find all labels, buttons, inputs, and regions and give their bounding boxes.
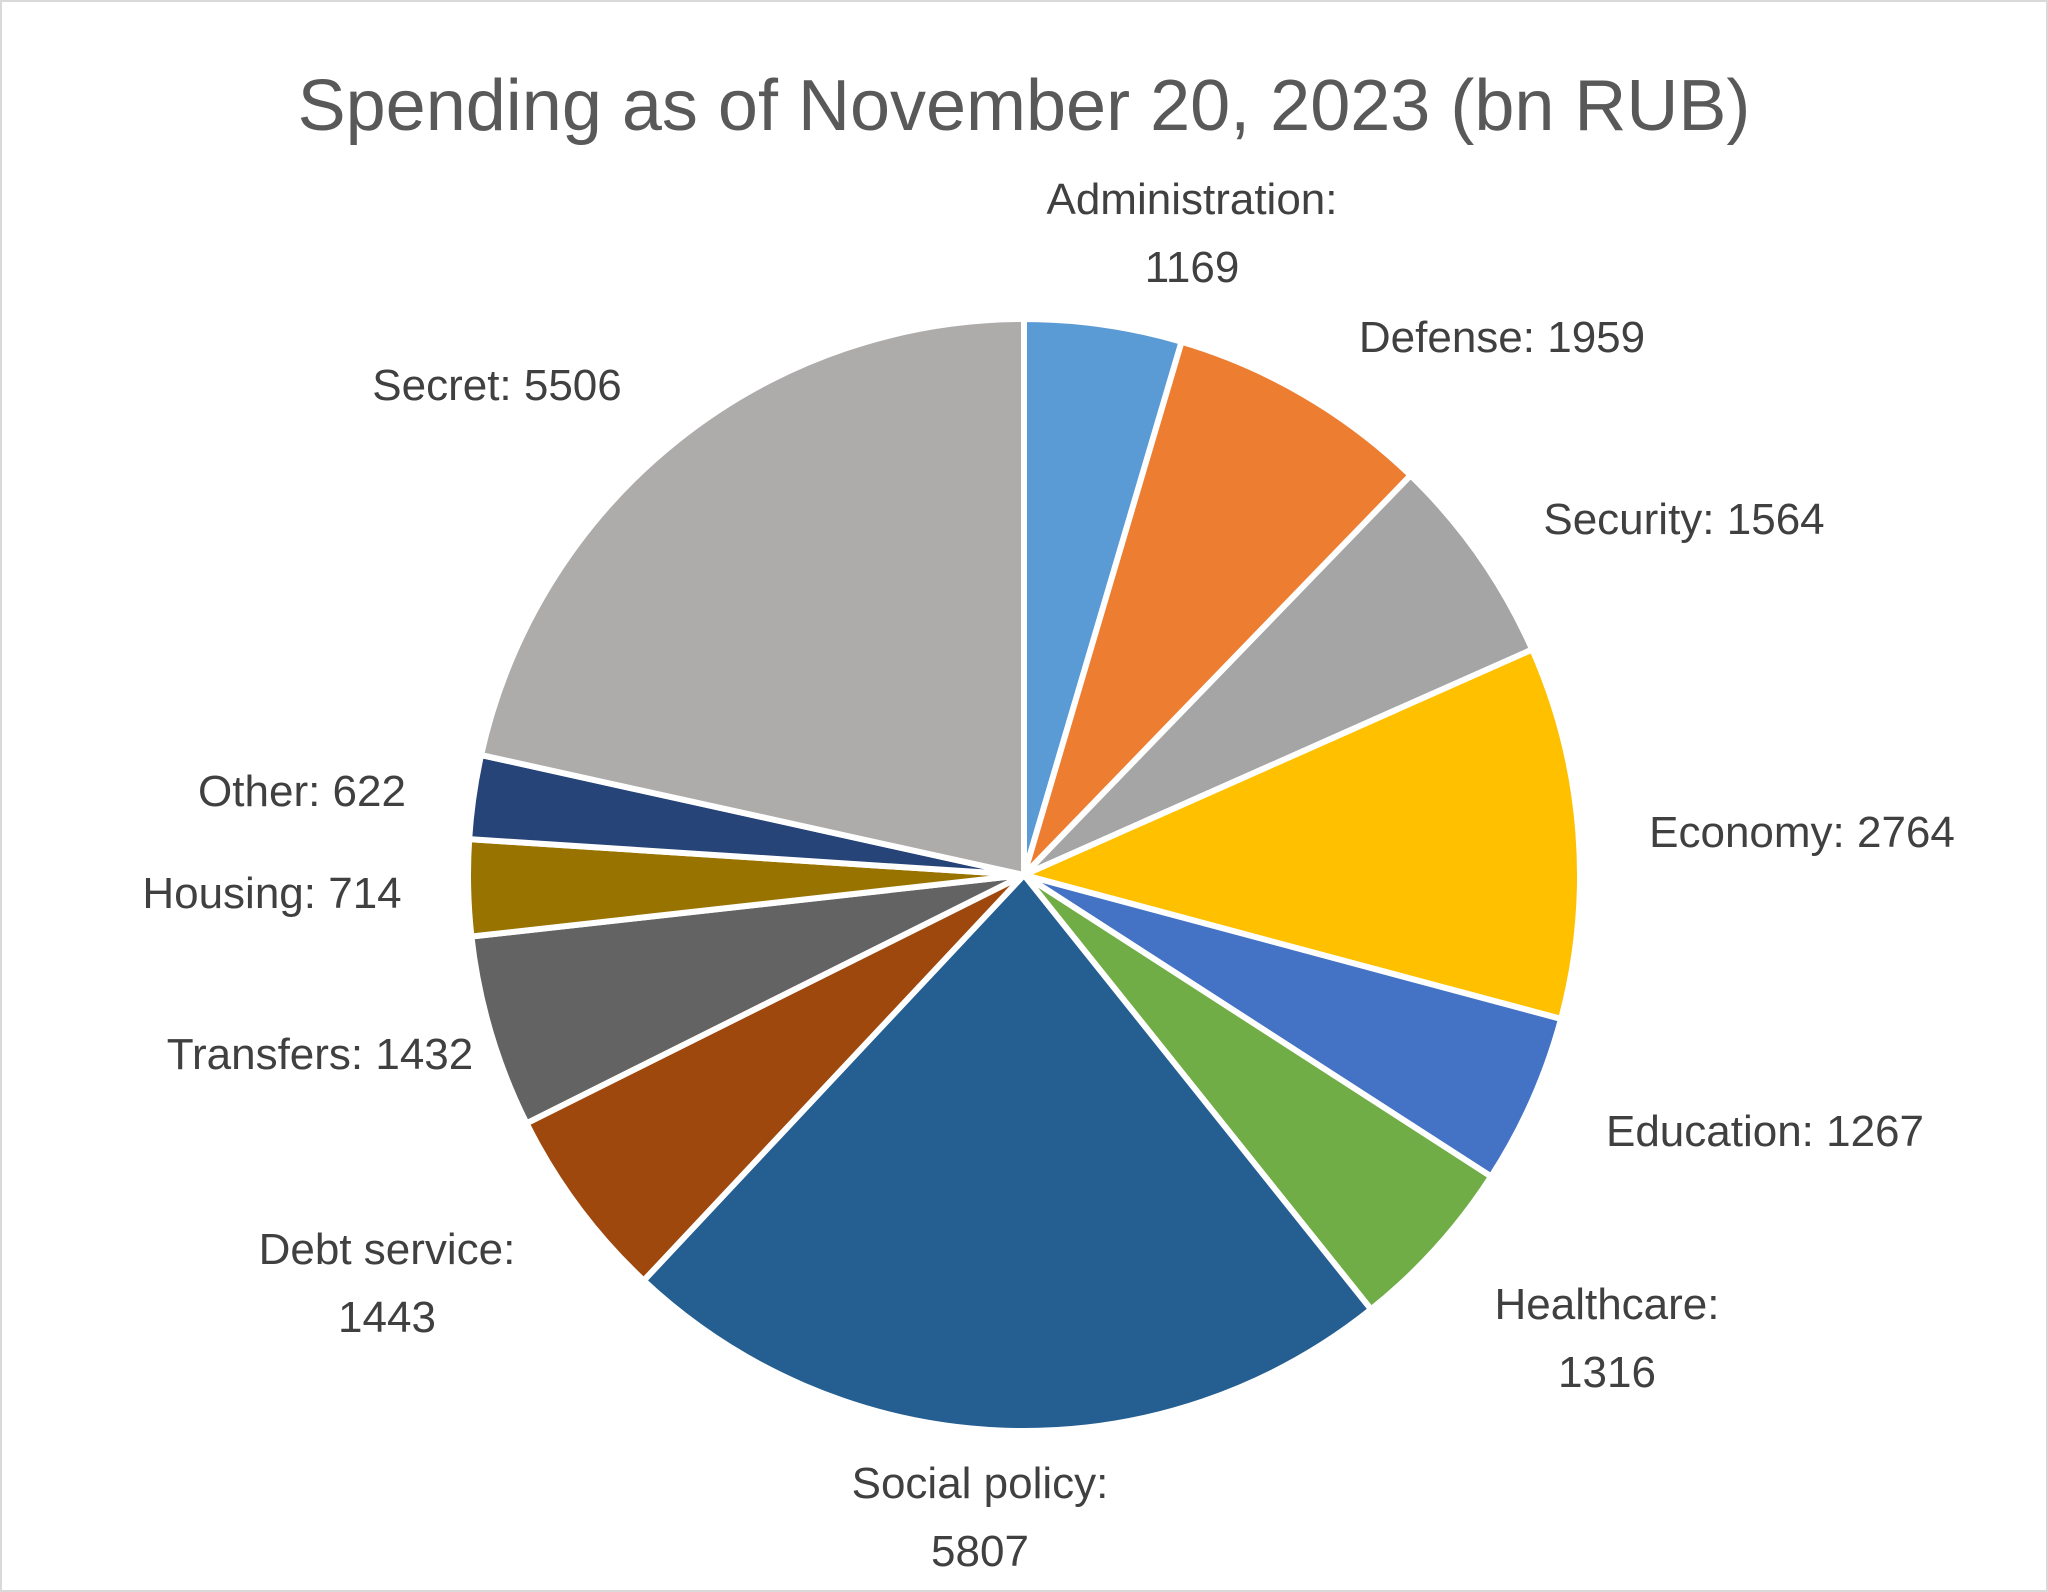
data-label-social-policy: Social policy: 5807 (852, 1459, 1109, 1576)
pie-slice-social-policy (640, 872, 1375, 1434)
pie-slice-economy (1021, 646, 1583, 1022)
pie-slice-secret (478, 316, 1027, 878)
data-labels: Administration: 1169 Defense: 1959 Security… (142, 175, 1955, 1576)
data-label-debt-service: Debt service: 1443 (259, 1225, 516, 1342)
pie-slice-transfers (468, 872, 1027, 1127)
data-label-economy: Economy: 2764 (1649, 808, 1955, 857)
data-label-security: Security: 1564 (1543, 495, 1824, 544)
data-label-administration: Administration: 1169 (1046, 175, 1337, 292)
data-label-transfers: Transfers: 1432 (167, 1030, 474, 1079)
pie-slice-healthcare (1021, 872, 1495, 1313)
data-label-defense: Defense: 1959 (1359, 313, 1645, 362)
data-label-healthcare: Healthcare: 1316 (1494, 1280, 1719, 1397)
pie-slice-security (1021, 472, 1536, 878)
pie-slices (465, 316, 1583, 1434)
pie-slice-education (1021, 872, 1565, 1180)
data-label-other: Other: 622 (198, 767, 406, 816)
data-label-housing: Housing: 714 (142, 869, 401, 918)
data-label-secret: Secret: 5506 (372, 361, 622, 410)
data-label-education: Education: 1267 (1606, 1107, 1924, 1156)
pie-slice-debt-service (523, 872, 1027, 1284)
chart-title: Spending as of November 20, 2023 (bn RUB… (298, 66, 1751, 146)
pie-slice-defense (1021, 338, 1414, 878)
